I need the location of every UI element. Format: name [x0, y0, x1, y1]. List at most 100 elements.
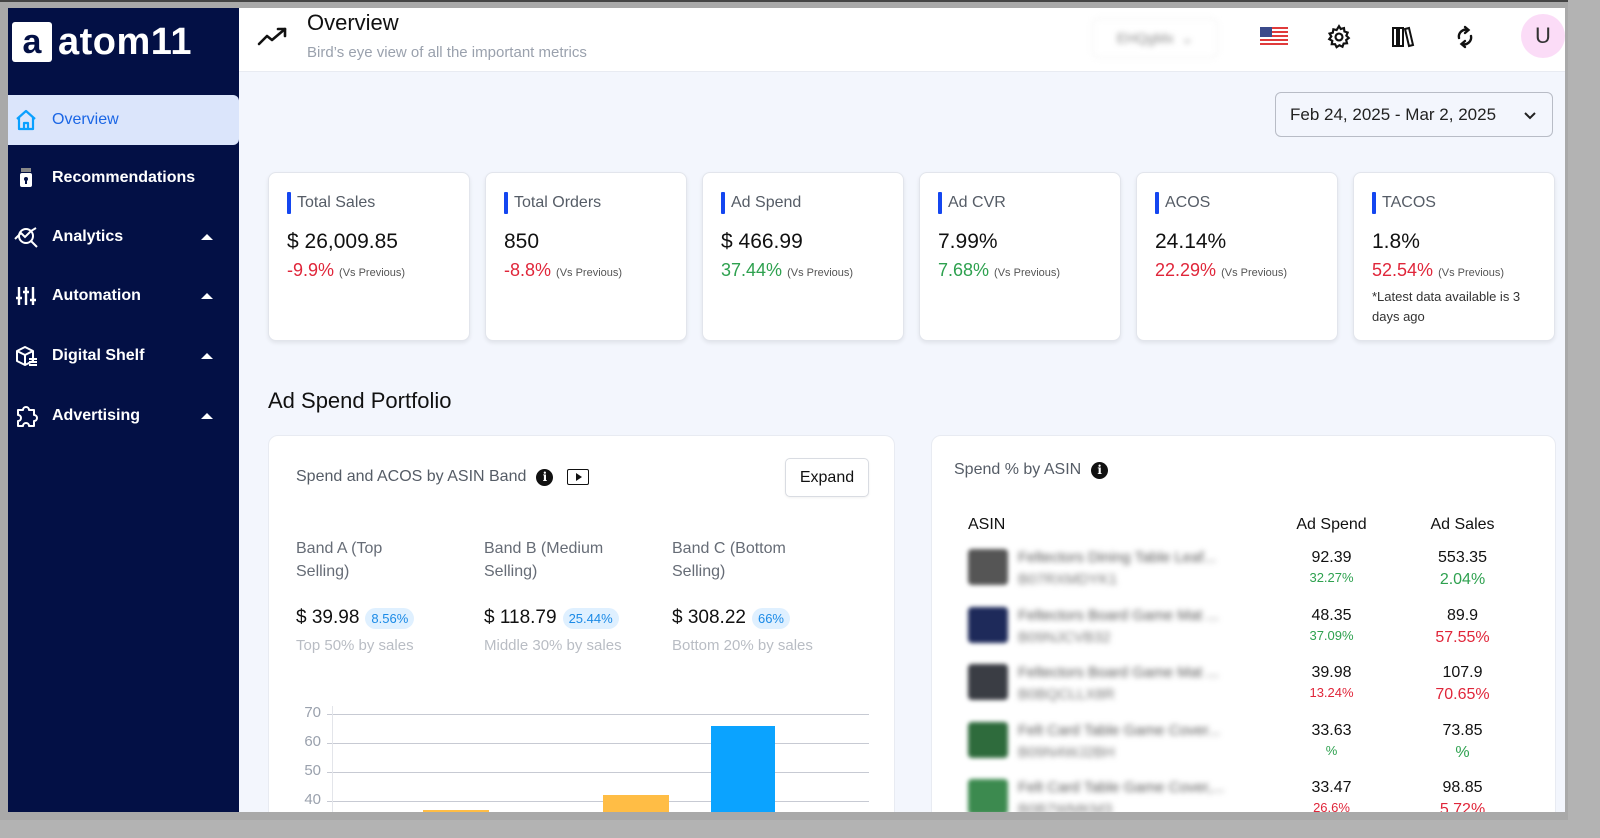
- ad-sales-change: %: [1455, 743, 1470, 761]
- asin-cell: Felt Card Table Game Cover,... B0B7WMKM3: [968, 777, 1266, 812]
- sidebar-nav: Overview Recommendations Analytics Aut: [8, 95, 239, 441]
- ad-spend-value: 33.63: [1311, 721, 1352, 739]
- sidebar-item-label: Digital Shelf: [52, 347, 145, 364]
- band-value-row: $ 118.79 25.44%: [484, 607, 672, 629]
- sidebar-item-digital-shelf[interactable]: Digital Shelf: [8, 331, 239, 381]
- info-icon[interactable]: i: [1091, 461, 1109, 479]
- asin-band-panel: Spend and ACOS by ASIN Band i Expand Ban…: [268, 435, 895, 812]
- ad-spend-value: 92.39: [1311, 549, 1352, 566]
- ad-spend-change: 13.24%: [1309, 685, 1354, 700]
- band-item: Band A (Top Selling) $ 39.98 8.56% Top 50% …: [296, 537, 484, 654]
- kpi-change: 37.44%: [721, 260, 783, 280]
- bar-band-b[interactable]: [603, 795, 669, 812]
- kpi-row: Total Sales $ 26,009.85 -9.9% (Vs Previous)…: [268, 172, 1555, 341]
- caret-up-icon[interactable]: [201, 353, 213, 359]
- ad-spend-change: %: [1325, 742, 1338, 758]
- info-icon[interactable]: i: [536, 468, 554, 486]
- page-subtitle: Bird’s eye view of all the important met…: [307, 44, 587, 61]
- kpi-value: $ 26,009.85: [287, 230, 398, 253]
- play-video-icon[interactable]: [567, 469, 590, 485]
- bar-band-c[interactable]: [711, 726, 775, 812]
- band-value-row: $ 308.22 66%: [672, 607, 872, 629]
- kpi-vs-label: (Vs Previous): [556, 267, 623, 279]
- kpi-card-total-orders[interactable]: Total Orders 850 -8.8% (Vs Previous): [485, 172, 687, 341]
- sidebar-item-analytics[interactable]: Analytics: [8, 212, 239, 262]
- expand-button[interactable]: Expand: [785, 458, 869, 497]
- product-info[interactable]: Feltectors Dining Table Leaf... B07RXMDYK…: [1018, 547, 1216, 591]
- accent-bar: [721, 192, 725, 214]
- date-range-picker[interactable]: Feb 24, 2025 - Mar 2, 2025: [1275, 92, 1553, 137]
- table-row[interactable]: Felt Card Table Game Cover... B09N4WJ2BH 3…: [968, 716, 1528, 774]
- column-header-ad-sales[interactable]: Ad Sales: [1430, 516, 1495, 533]
- caret-up-icon[interactable]: [201, 293, 213, 299]
- table-row[interactable]: Feltectors Board Game Mat ... B0BQCLLX8R 3…: [968, 658, 1528, 716]
- account-selector[interactable]: EHQgMx ⌄: [1092, 18, 1218, 58]
- accent-bar: [1372, 192, 1376, 214]
- table-row[interactable]: Felt Card Table Game Cover,... B0B7WMKM3 3…: [968, 773, 1528, 812]
- band-list: Band A (Top Selling) $ 39.98 8.56% Top 50% …: [296, 537, 872, 654]
- kpi-change: 7.68%: [938, 260, 990, 280]
- library-icon[interactable]: [1388, 22, 1418, 52]
- ad-sales-value: 98.85: [1442, 779, 1483, 796]
- table-row[interactable]: Feltectors Board Game Mat ... B09NJCVB32 4…: [968, 601, 1528, 659]
- logo[interactable]: a atom11: [12, 22, 192, 62]
- table-body: Feltectors Dining Table Leaf... B07RXMDYK…: [968, 543, 1528, 812]
- section-title: Ad Spend Portfolio: [268, 388, 452, 413]
- kpi-change: -9.9%: [287, 260, 335, 280]
- asin-cell: Feltectors Board Game Mat ... B09NJCVB32: [968, 605, 1266, 649]
- sidebar-item-recommendations[interactable]: Recommendations: [8, 153, 239, 203]
- table-row[interactable]: Feltectors Dining Table Leaf... B07RXMDYK…: [968, 543, 1528, 601]
- caret-up-icon[interactable]: [201, 413, 213, 419]
- y-axis: [332, 706, 333, 812]
- product-title: Feltectors Board Game Mat ...: [1018, 606, 1219, 624]
- ad-sales-cell: 107.9 70.65%: [1397, 662, 1528, 706]
- product-info[interactable]: Feltectors Board Game Mat ... B0BQCLLX8R: [1018, 662, 1219, 706]
- product-title: Felt Card Table Game Cover,...: [1018, 779, 1225, 796]
- home-icon: [12, 106, 40, 134]
- chevron-down-icon: [1522, 107, 1538, 128]
- kpi-value: 7.99%: [938, 230, 998, 253]
- table-header: ASIN Ad Spend Ad Sales: [968, 507, 1528, 543]
- analytics-icon: [12, 223, 40, 251]
- asin-cell: Feltectors Dining Table Leaf... B07RXMDYK…: [968, 547, 1266, 591]
- kpi-value: 1.8%: [1372, 230, 1420, 253]
- kpi-title: Ad Spend: [731, 194, 802, 211]
- ad-sales-cell: 553.35 2.04%: [1397, 547, 1528, 591]
- kpi-card-tacos[interactable]: TACOS 1.8% 52.54% (Vs Previous) *Latest data…: [1353, 172, 1555, 341]
- kpi-card-ad-spend[interactable]: Ad Spend $ 466.99 37.44% (Vs Previous): [702, 172, 904, 341]
- kpi-value: 24.14%: [1155, 230, 1227, 253]
- product-thumbnail: [968, 664, 1008, 700]
- kpi-change-row: -9.9% (Vs Previous): [287, 260, 469, 281]
- ad-spend-change: 32.27%: [1309, 570, 1354, 585]
- sidebar-item-overview[interactable]: Overview: [8, 95, 239, 145]
- us-flag-icon[interactable]: [1259, 22, 1289, 52]
- gear-icon[interactable]: [1324, 22, 1354, 52]
- product-asin: B09N4WJ2BH: [1018, 743, 1115, 761]
- kpi-vs-label: (Vs Previous): [1438, 267, 1505, 279]
- bar-band-a[interactable]: [423, 810, 489, 812]
- ad-spend-value: 33.47: [1311, 779, 1352, 796]
- refresh-icon[interactable]: [1450, 22, 1480, 52]
- band-name: Band A (Top Selling): [296, 540, 383, 580]
- column-header-asin[interactable]: ASIN: [968, 516, 1006, 533]
- kpi-card-ad-cvr[interactable]: Ad CVR 7.99% 7.68% (Vs Previous): [919, 172, 1121, 341]
- accent-bar: [287, 192, 291, 214]
- sidebar-item-advertising[interactable]: Advertising: [8, 391, 239, 441]
- ad-sales-value: 553.35: [1438, 549, 1487, 566]
- asin-table: ASIN Ad Spend Ad Sales Feltectors Dining…: [968, 507, 1528, 812]
- ad-sales-change: 5.72%: [1439, 801, 1486, 812]
- caret-up-icon[interactable]: [201, 234, 213, 240]
- product-info[interactable]: Felt Card Table Game Cover,... B0B7WMKM3: [1018, 777, 1224, 812]
- column-header-ad-spend[interactable]: Ad Spend: [1296, 516, 1367, 533]
- product-info[interactable]: Feltectors Board Game Mat ... B09NJCVB32: [1018, 605, 1219, 649]
- sidebar-item-automation[interactable]: Automation: [8, 271, 239, 321]
- band-name: Band B (Medium Selling): [484, 540, 604, 580]
- band-bar-chart: 70 60 50 40: [289, 698, 879, 812]
- app-window: a atom11 Overview Recommendations Anal: [8, 8, 1565, 812]
- user-avatar[interactable]: U: [1521, 14, 1565, 58]
- sliders-icon: [12, 282, 40, 310]
- kpi-card-acos[interactable]: ACOS 24.14% 22.29% (Vs Previous): [1136, 172, 1338, 341]
- ad-spend-cell: 48.35 37.09%: [1266, 605, 1397, 645]
- product-info[interactable]: Felt Card Table Game Cover... B09N4WJ2BH: [1018, 720, 1220, 764]
- kpi-card-total-sales[interactable]: Total Sales $ 26,009.85 -9.9% (Vs Previous): [268, 172, 470, 341]
